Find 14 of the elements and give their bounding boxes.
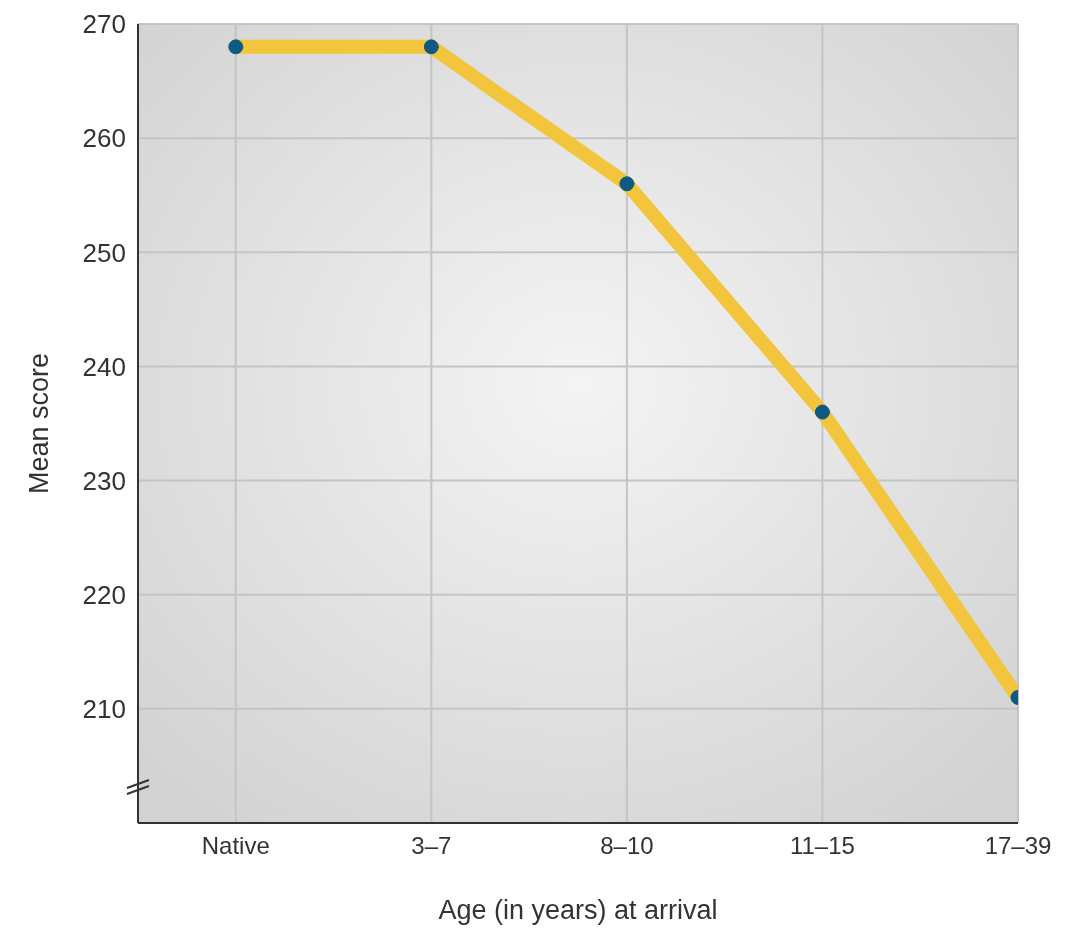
x-tick-label: 17–39 xyxy=(984,832,1052,860)
x-axis-title: Age (in years) at arrival xyxy=(438,895,718,925)
y-tick-label: 270 xyxy=(82,9,126,40)
x-tick-label: Native xyxy=(201,832,270,860)
y-tick-label: 250 xyxy=(82,237,126,268)
x-tick-label: 11–15 xyxy=(789,832,855,860)
y-tick-label: 230 xyxy=(82,465,126,496)
y-tick-label: 220 xyxy=(82,579,126,610)
y-tick-label: 260 xyxy=(82,123,126,154)
y-axis-title: Mean score xyxy=(23,352,54,495)
x-tick-label: 8–10 xyxy=(600,832,654,860)
y-tick-label: 240 xyxy=(82,351,126,382)
x-tick-label: 3–7 xyxy=(411,832,452,860)
y-tick-label: 210 xyxy=(82,694,126,725)
